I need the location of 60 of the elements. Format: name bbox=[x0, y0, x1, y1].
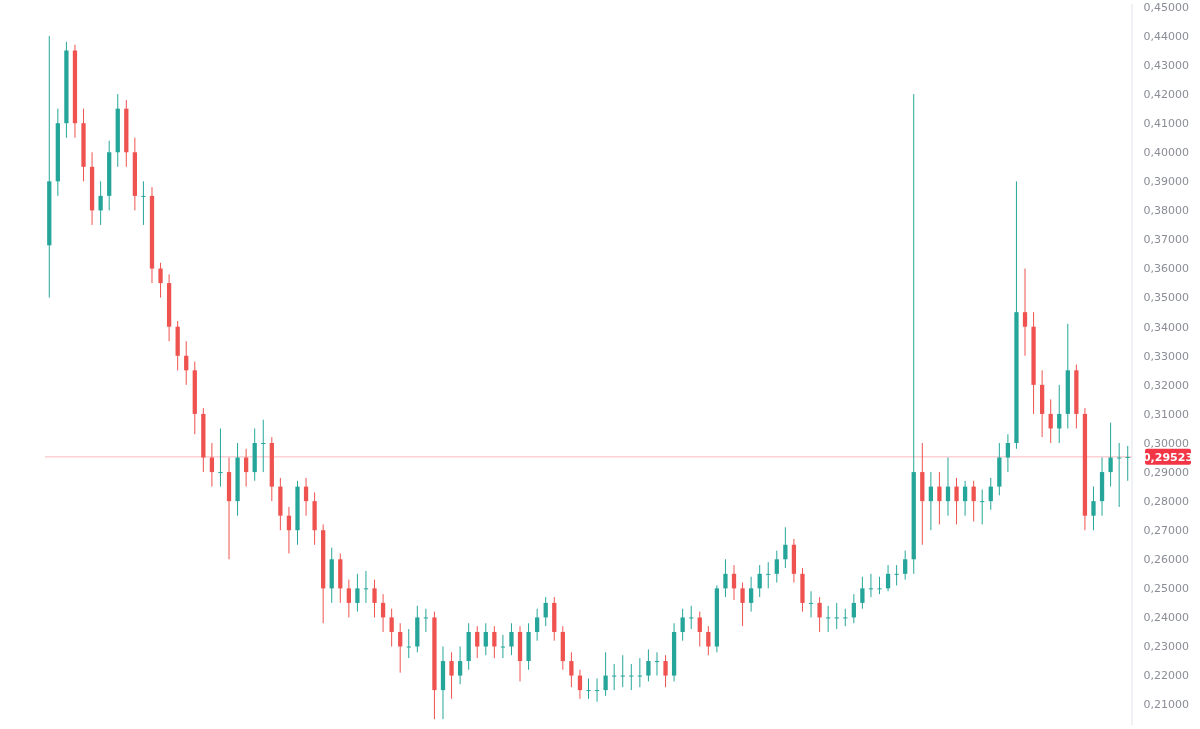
candlestick bbox=[64, 41, 69, 139]
y-tick-label: 0,42000 bbox=[1143, 87, 1189, 101]
y-tick-label: 0,33000 bbox=[1143, 349, 1189, 363]
y-tick-label: 0,24000 bbox=[1143, 611, 1189, 625]
y-tick-label: 0,26000 bbox=[1143, 553, 1189, 567]
y-tick-label: 0,29000 bbox=[1143, 465, 1189, 479]
y-tick-label: 0,43000 bbox=[1143, 58, 1189, 72]
candlestick bbox=[98, 180, 103, 226]
candlestick bbox=[586, 677, 591, 700]
y-tick-label: 0,45000 bbox=[1143, 0, 1189, 14]
candlestick bbox=[1091, 486, 1096, 531]
candlestick bbox=[432, 611, 437, 720]
candlestick bbox=[141, 180, 146, 226]
candlestick bbox=[295, 480, 300, 546]
y-tick-label: 0,39000 bbox=[1143, 175, 1189, 189]
candlestick bbox=[449, 651, 454, 700]
y-tick-label: 0,25000 bbox=[1143, 582, 1189, 596]
y-tick-label: 0,38000 bbox=[1143, 204, 1189, 218]
candlestick bbox=[372, 579, 377, 618]
candlestick bbox=[646, 648, 651, 682]
candlestick bbox=[81, 108, 86, 182]
candlestick bbox=[740, 582, 745, 627]
candlestick bbox=[312, 491, 317, 546]
candlestick bbox=[603, 651, 608, 697]
y-tick-label: 0,28000 bbox=[1143, 494, 1189, 508]
candlestick bbox=[1108, 422, 1113, 488]
candlestick bbox=[954, 477, 959, 525]
candlestick bbox=[218, 427, 223, 488]
candlestick bbox=[235, 442, 240, 517]
y-tick-label: 0,30000 bbox=[1143, 436, 1189, 450]
candlestick bbox=[877, 576, 882, 595]
candlestick bbox=[278, 477, 283, 531]
candlestick bbox=[509, 622, 514, 656]
y-tick-label: 0,32000 bbox=[1143, 378, 1189, 392]
candlestick bbox=[526, 622, 531, 671]
y-tick-label: 0,41000 bbox=[1143, 117, 1189, 131]
y-tick-label: 0,44000 bbox=[1143, 29, 1189, 43]
candlestick bbox=[817, 596, 822, 633]
candlestick bbox=[158, 262, 163, 299]
candlestick bbox=[1074, 364, 1079, 429]
y-tick-label: 0,27000 bbox=[1143, 524, 1189, 538]
candlestick bbox=[894, 564, 899, 586]
y-tick-label: 0,37000 bbox=[1143, 233, 1189, 247]
y-tick-label: 0,35000 bbox=[1143, 291, 1189, 305]
candlestick bbox=[800, 567, 805, 613]
candlestick bbox=[723, 558, 728, 598]
candlestick bbox=[569, 651, 574, 688]
candlestick bbox=[937, 471, 942, 525]
candlestick bbox=[860, 576, 865, 610]
candlestick bbox=[1014, 180, 1019, 450]
y-tick-label: 0,31000 bbox=[1143, 407, 1189, 421]
y-tick-label: 0,36000 bbox=[1143, 262, 1189, 276]
y-tick-label: 0,34000 bbox=[1143, 320, 1189, 334]
candlestick bbox=[1031, 311, 1036, 415]
candlestick bbox=[663, 654, 668, 688]
y-tick-label: 0,21000 bbox=[1143, 698, 1189, 712]
y-tick-label: 0,22000 bbox=[1143, 669, 1189, 683]
y-tick-label: 0,23000 bbox=[1143, 640, 1189, 654]
candlestick bbox=[355, 573, 360, 613]
y-tick-label: 0,40000 bbox=[1143, 146, 1189, 160]
